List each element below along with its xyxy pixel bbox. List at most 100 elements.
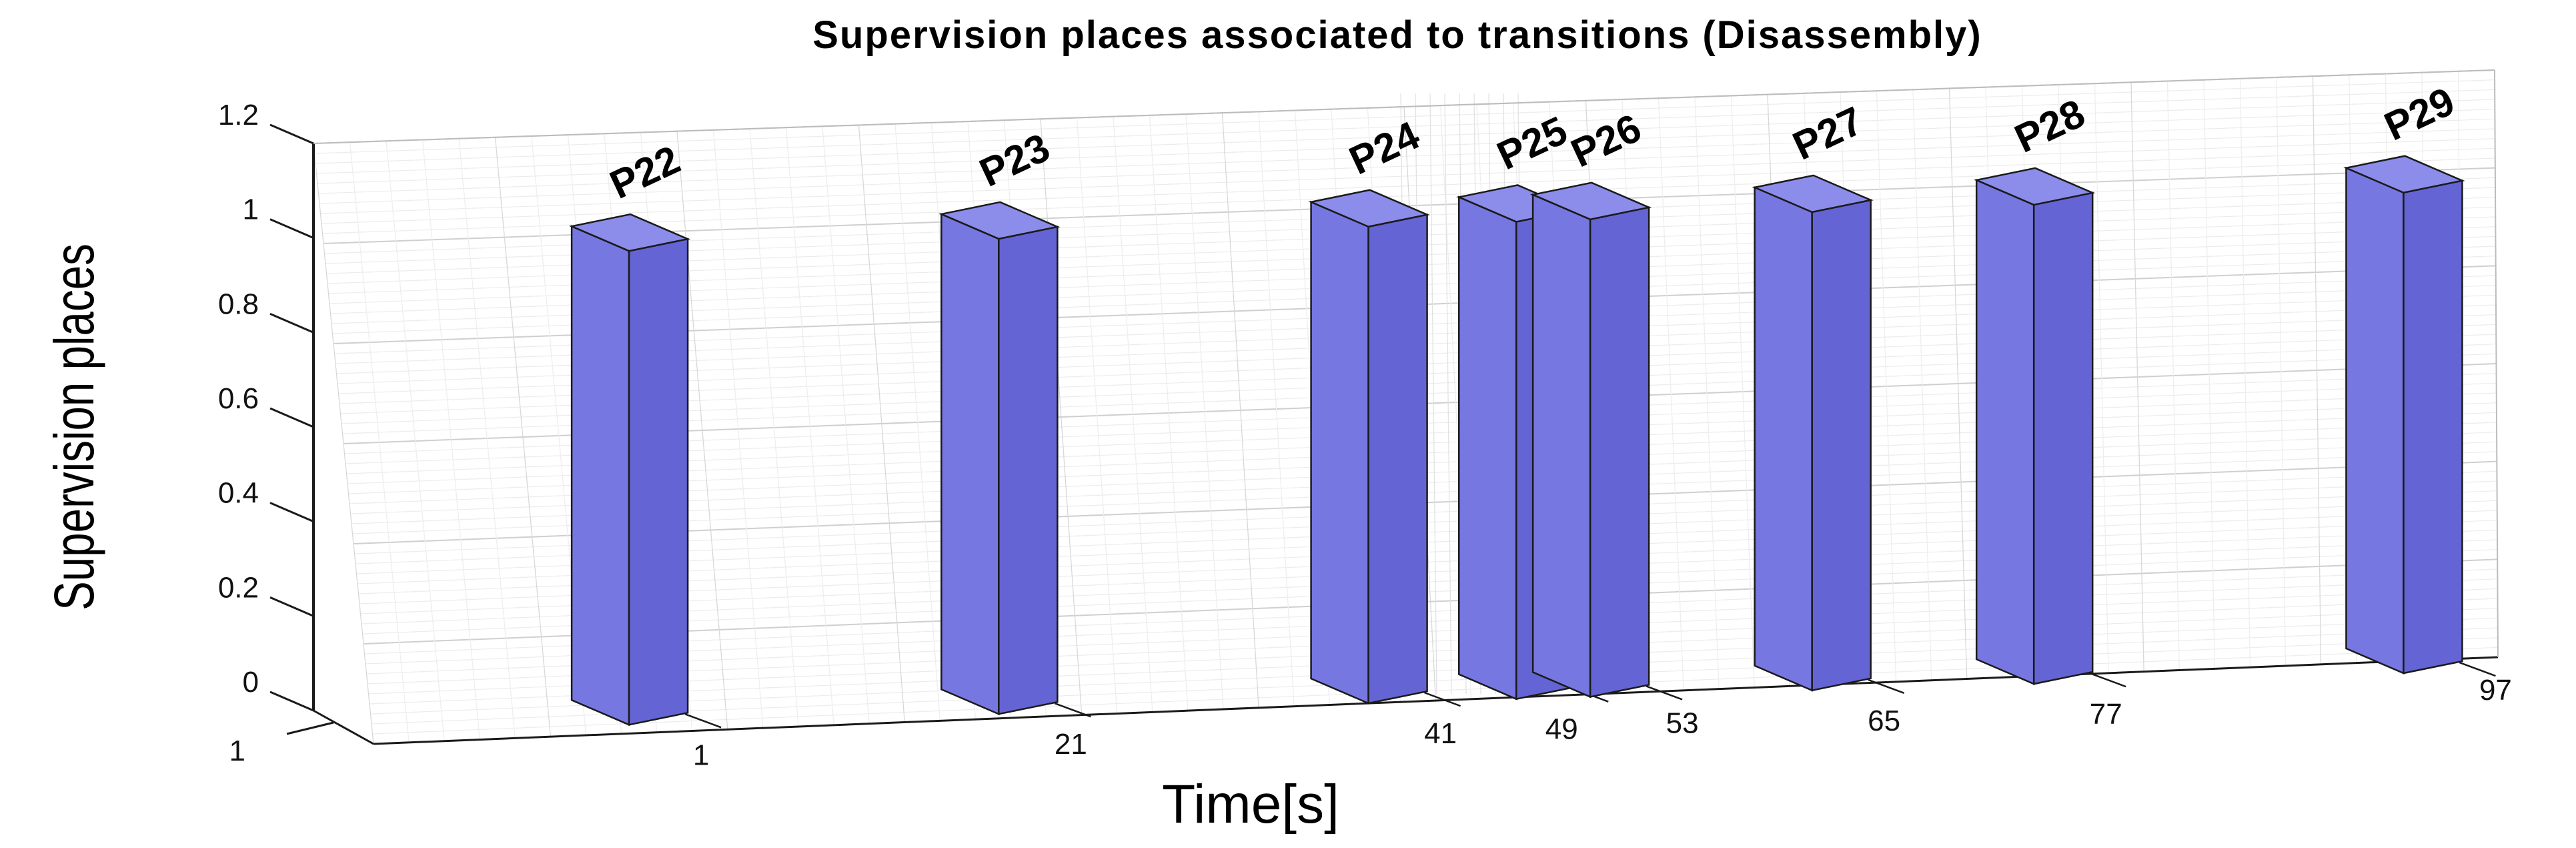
chart-title: Supervision places associated to transit… [812, 13, 1982, 57]
bar-front-face [570, 225, 630, 727]
grid-line-vertical [1876, 91, 1897, 682]
grid-line-vertical [1694, 97, 1720, 689]
bar-front-face [1531, 193, 1591, 699]
y-tick-label: 0.6 [218, 382, 259, 415]
x-tick-mark [2459, 661, 2496, 677]
bar-top-face [1974, 167, 2096, 206]
y-tick-mark [269, 596, 314, 617]
bar-label: P27 [1786, 98, 1870, 169]
grid-line-vertical [822, 126, 870, 724]
grid-line-vertical [1948, 88, 1968, 679]
x-tick-mark [1424, 691, 1461, 707]
grid-line-vertical [1076, 117, 1118, 714]
depth-axis-line [313, 709, 374, 745]
grid-line-vertical [749, 128, 799, 727]
bar-side-face [2403, 179, 2463, 675]
bar-label: P22 [603, 137, 686, 207]
grid-line-vertical [422, 139, 480, 740]
depth-tick-mark [286, 721, 334, 735]
bar-front-face [1754, 185, 1813, 692]
grid-line-vertical [1429, 93, 1437, 695]
grid-line-vertical [313, 143, 374, 745]
bar-label: P26 [1564, 105, 1648, 176]
bar-label: P29 [2378, 79, 2461, 149]
grid-line-vertical [1912, 89, 1932, 681]
bar-front-face [940, 213, 1000, 716]
bar-p29 [2343, 155, 2465, 675]
bar-side-face [1367, 214, 1428, 705]
bar-front-face [1458, 195, 1517, 701]
grid-line-vertical [2312, 76, 2322, 665]
bar-side-face [998, 226, 1059, 715]
grid-line-vertical [1149, 115, 1189, 711]
bar-p27 [1752, 174, 1874, 692]
grid-line-vertical [1258, 111, 1295, 707]
x-tick-mark [1646, 685, 1683, 701]
bar-label: P24 [1343, 112, 1427, 183]
bar-label: P28 [2008, 91, 2091, 161]
y-tick-label: 1.2 [218, 99, 259, 131]
bars [568, 155, 2465, 727]
bar-side-face [1589, 206, 1650, 698]
bar-p23 [938, 201, 1061, 716]
grid-line-vertical [858, 125, 905, 723]
grid-line-vertical [494, 137, 552, 737]
top-wall-edge [313, 69, 2495, 144]
y-tick-mark [269, 123, 314, 145]
bar-p22 [568, 213, 691, 727]
grid-line-vertical [1185, 113, 1224, 710]
bar-label: P23 [973, 125, 1057, 195]
bar-side-face [1811, 199, 1872, 692]
x-tick-label: 77 [2090, 698, 2122, 731]
y-tick-label: 0 [243, 666, 259, 699]
grid-line-vertical [2166, 81, 2180, 671]
x-tick-mark [1868, 679, 1905, 694]
grid-line-vertical [349, 142, 410, 743]
bar-top-face [938, 201, 1061, 240]
grid-line-vertical [1113, 116, 1153, 713]
grid-line-vertical [2276, 77, 2287, 667]
grid-line-vertical [894, 123, 940, 721]
x-tick-label: 97 [2479, 674, 2512, 707]
x-tick-label: 53 [1666, 707, 1699, 739]
grid-line-vertical [1444, 93, 1452, 695]
grid-line-vertical [712, 129, 764, 729]
bar-side-face [628, 238, 689, 726]
right-wall-edge [2494, 69, 2499, 658]
bar-top-face [1752, 174, 1874, 214]
grid-line-vertical [2094, 83, 2109, 673]
bar-p24 [1308, 189, 1430, 705]
bar-top-face [568, 213, 691, 252]
depth-tick-label: 1 [229, 735, 245, 767]
bar-p26 [1529, 181, 1652, 699]
grid-line-vertical [1221, 113, 1259, 708]
grid-line-vertical [676, 131, 728, 730]
x-tick-label: 41 [1424, 717, 1457, 750]
bar-front-face [1310, 200, 1369, 705]
grid-line-vertical [2203, 79, 2215, 669]
x-axis-line [373, 656, 2499, 745]
bar-front-face [2345, 166, 2405, 675]
y-tick-label: 0.8 [218, 288, 259, 320]
x-tick-mark [2089, 672, 2126, 688]
axes: 0 0.2 0.4 0.6 0.8 1 1.2 1 1 21 41 49 53 65 77 97 [218, 69, 2512, 771]
x-tick-mark [1054, 703, 1091, 718]
y-tick-label: 1 [243, 193, 259, 226]
bar-top-face [1529, 181, 1652, 221]
y-tick-label: 0.2 [218, 571, 259, 604]
grid-line-vertical [1040, 119, 1083, 715]
y-axis-label: Supervision places [43, 244, 105, 610]
y-tick-mark [269, 502, 314, 523]
grid-line-vertical [386, 141, 445, 741]
bar-side-face [2032, 191, 2094, 685]
grid-line-vertical [2130, 82, 2144, 672]
grid-line-vertical [1658, 98, 1684, 691]
x-tick-mark [684, 713, 722, 729]
grid-line-vertical [458, 138, 516, 739]
bar-p28 [1974, 167, 2096, 686]
x-tick-label: 49 [1545, 713, 1578, 746]
bar-top-face [2343, 155, 2465, 194]
y-tick-mark [269, 407, 314, 428]
